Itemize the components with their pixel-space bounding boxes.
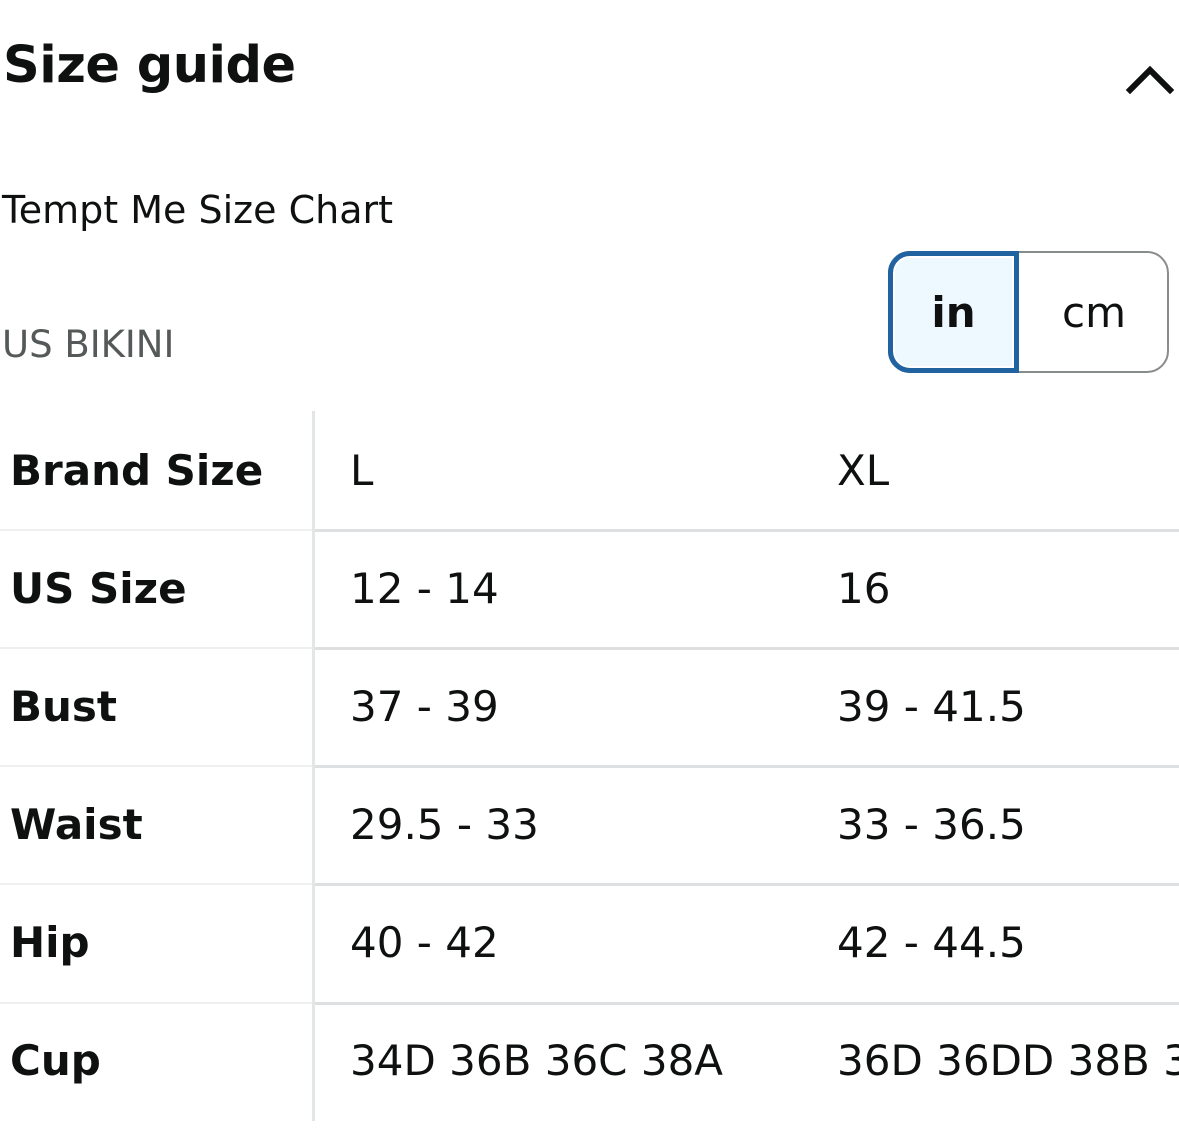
row-divider bbox=[0, 765, 312, 767]
table-cell: XL bbox=[837, 445, 890, 495]
table-cell: 36D 36DD 38B 38C bbox=[837, 1035, 1179, 1085]
table-row: Waist 29.5 - 33 33 - 36.5 bbox=[0, 765, 1179, 883]
row-divider bbox=[315, 647, 1179, 650]
unit-toggle: cm in bbox=[888, 251, 1169, 373]
unit-in-button[interactable]: in bbox=[888, 251, 1019, 373]
row-label: Hip bbox=[10, 917, 90, 967]
size-table: Brand Size L XL US Size 12 - 14 16 Bust … bbox=[0, 411, 1179, 1119]
row-label: US Size bbox=[10, 563, 187, 613]
row-label: Waist bbox=[10, 799, 143, 849]
table-cell: L bbox=[350, 445, 374, 495]
table-row: US Size 12 - 14 16 bbox=[0, 529, 1179, 647]
row-divider bbox=[0, 529, 312, 531]
table-cell: 16 bbox=[837, 563, 891, 613]
table-cell: 37 - 39 bbox=[350, 681, 499, 731]
row-divider bbox=[0, 883, 312, 885]
table-cell: 33 - 36.5 bbox=[837, 799, 1026, 849]
table-cell: 39 - 41.5 bbox=[837, 681, 1026, 731]
row-divider bbox=[315, 1002, 1179, 1005]
size-guide-header: Size guide bbox=[0, 0, 1179, 150]
page-title: Size guide bbox=[3, 36, 296, 95]
chevron-up-icon bbox=[1125, 65, 1175, 95]
row-divider bbox=[0, 647, 312, 649]
row-label: Bust bbox=[10, 681, 117, 731]
table-row: Bust 37 - 39 39 - 41.5 bbox=[0, 647, 1179, 765]
unit-cm-button[interactable]: cm bbox=[1061, 287, 1126, 337]
table-cell: 29.5 - 33 bbox=[350, 799, 539, 849]
row-divider bbox=[315, 883, 1179, 886]
table-row: Hip 40 - 42 42 - 44.5 bbox=[0, 883, 1179, 1001]
row-divider bbox=[315, 529, 1179, 532]
region-label: US BIKINI bbox=[2, 323, 175, 366]
table-cell: 42 - 44.5 bbox=[837, 917, 1026, 967]
table-cell: 40 - 42 bbox=[350, 917, 499, 967]
collapse-button[interactable] bbox=[1118, 48, 1178, 108]
column-divider bbox=[312, 411, 315, 1121]
row-divider bbox=[0, 1002, 312, 1004]
row-label: Brand Size bbox=[10, 445, 264, 495]
table-cell: 12 - 14 bbox=[350, 563, 499, 613]
table-row: Cup 34D 36B 36C 38A 36D 36DD 38B 38C bbox=[0, 1001, 1179, 1119]
table-row: Brand Size L XL bbox=[0, 411, 1179, 529]
table-cell: 34D 36B 36C 38A bbox=[350, 1035, 724, 1085]
row-label: Cup bbox=[10, 1035, 101, 1085]
row-divider bbox=[315, 765, 1179, 768]
size-chart-name: Tempt Me Size Chart bbox=[2, 188, 394, 232]
